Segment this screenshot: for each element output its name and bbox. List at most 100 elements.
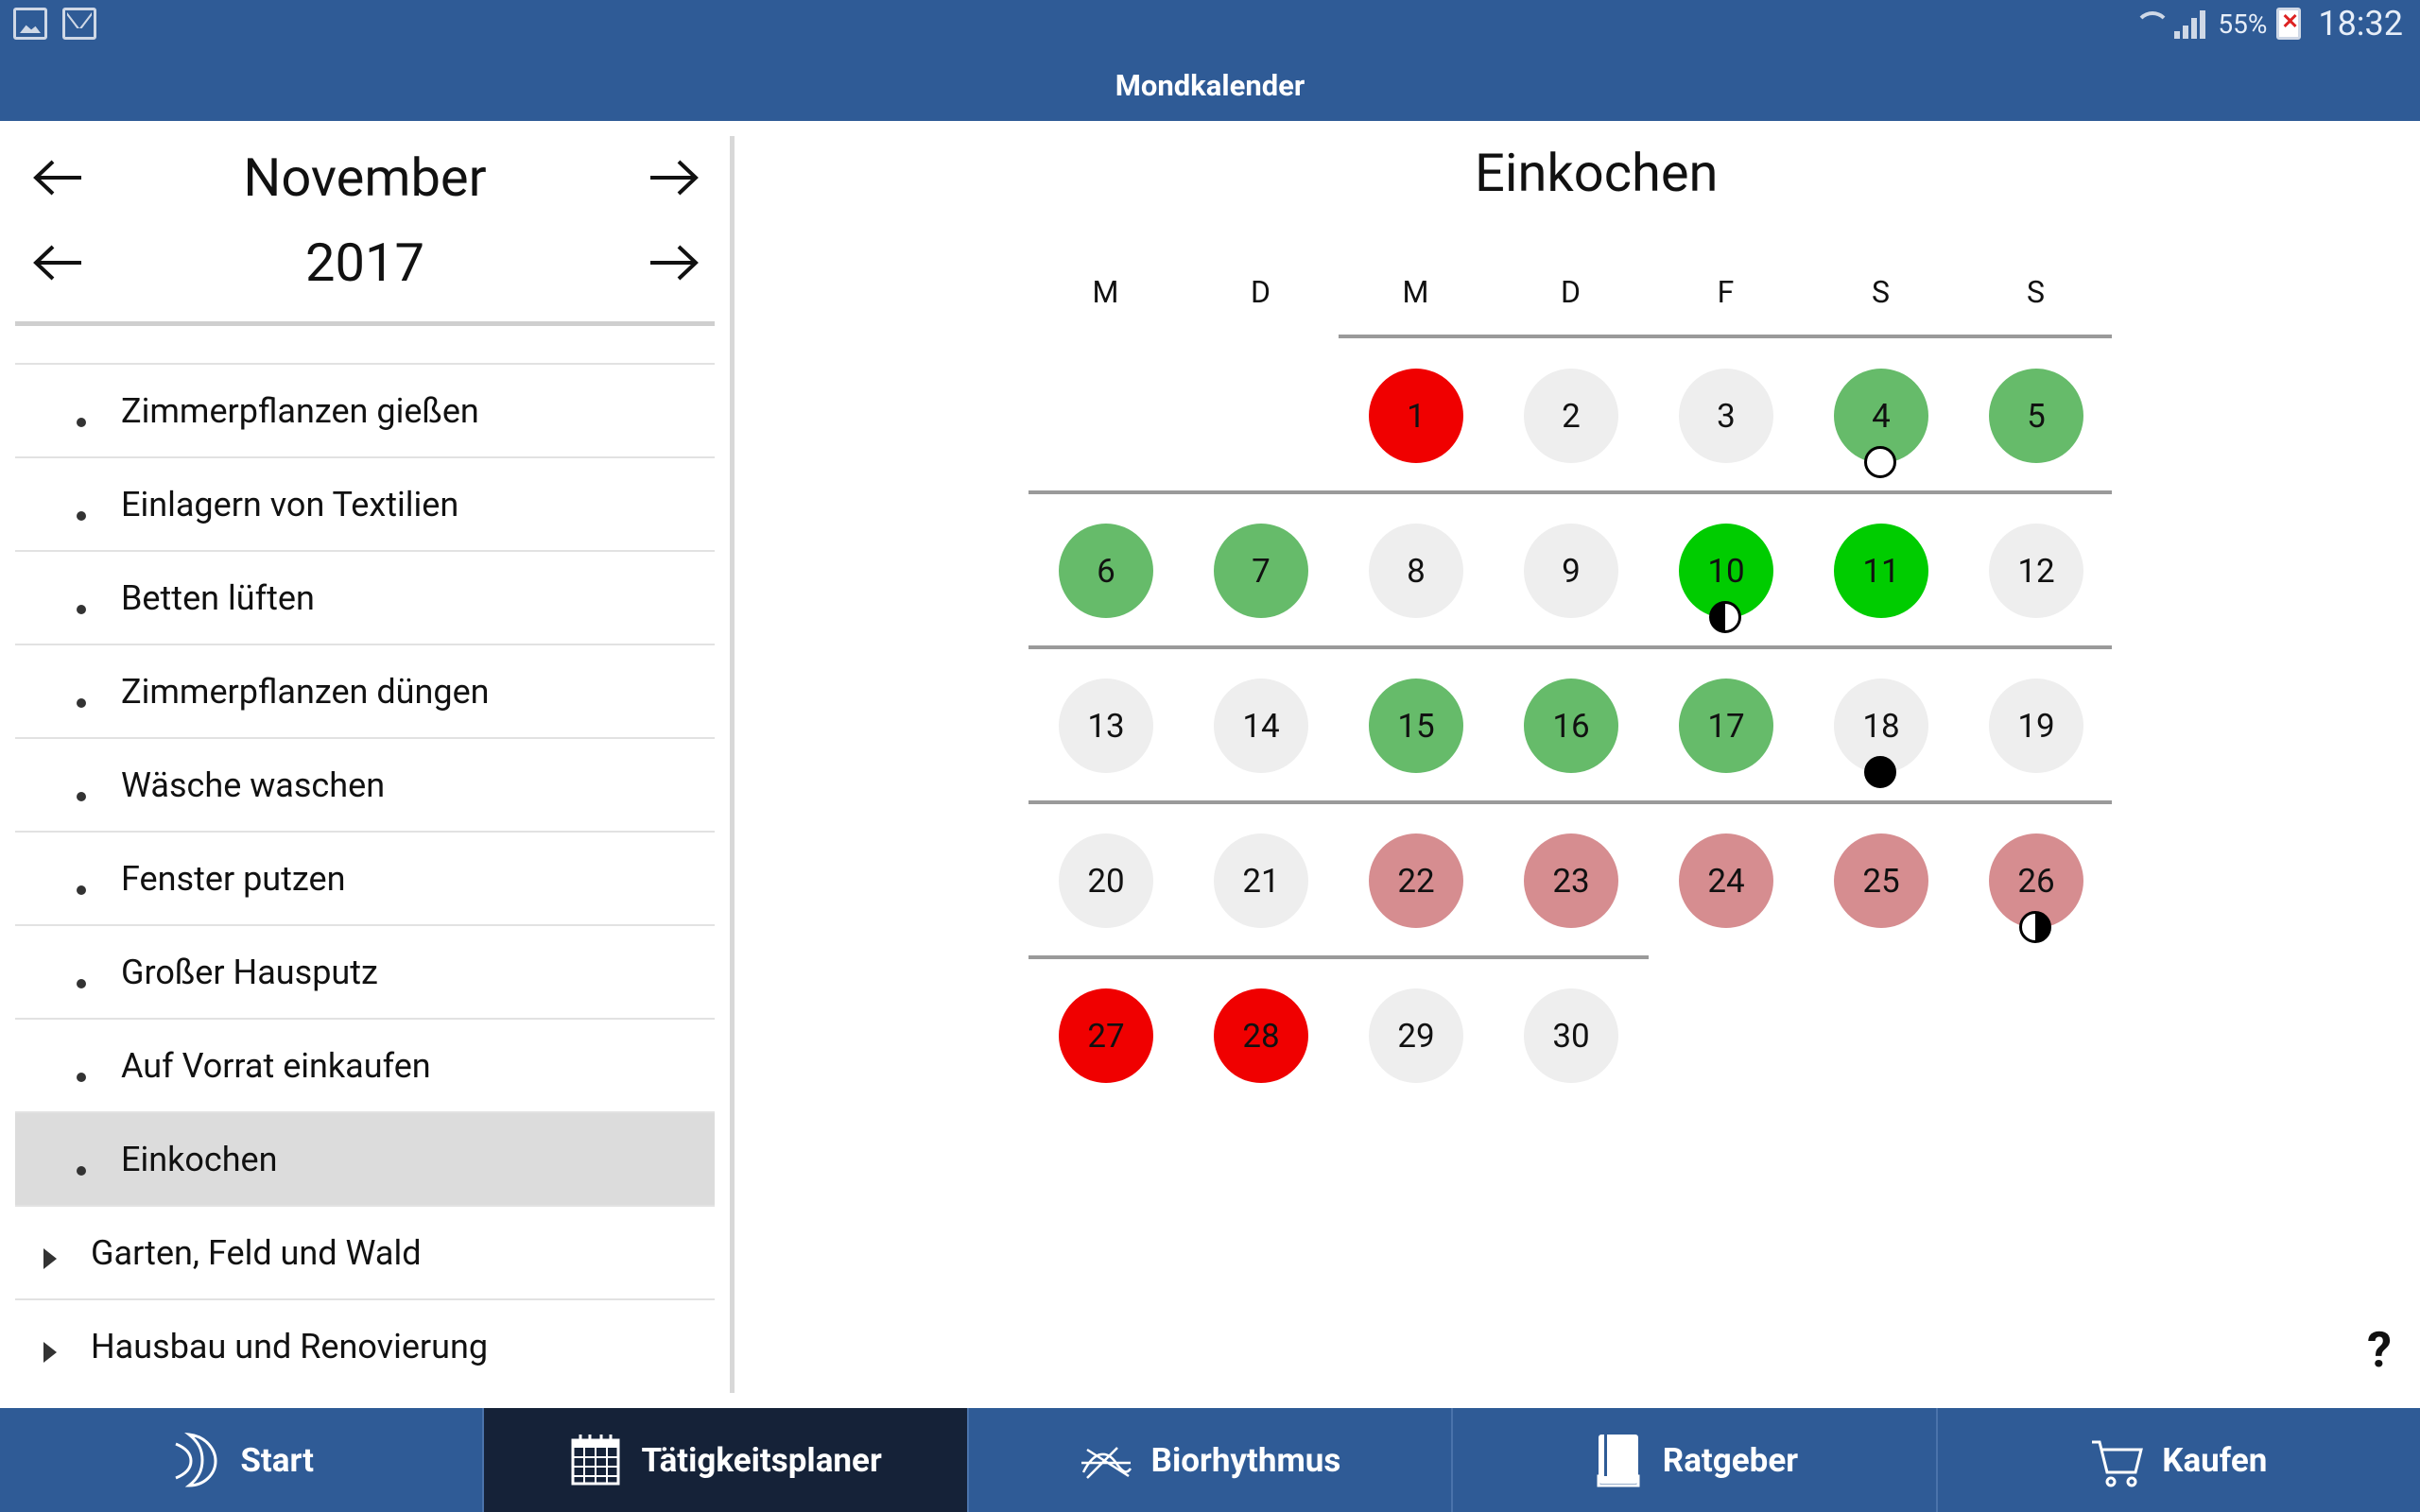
weekday-label: D <box>1251 274 1270 310</box>
app-title: Mondkalender <box>1115 67 1305 103</box>
previous-month-arrow-icon[interactable] <box>32 159 85 197</box>
panel-divider <box>730 136 735 1393</box>
expand-triangle-icon <box>43 1342 57 1363</box>
bottom-navigation: Start Tätigkeitsplaner Biorhythmus Ratge… <box>0 1408 2420 1512</box>
calendar-day[interactable]: 16 <box>1524 679 1618 773</box>
list-item[interactable]: Auf Vorrat einkaufen <box>15 1018 715 1111</box>
year-navigator: 2017 <box>15 221 715 304</box>
week-divider <box>1028 490 2112 494</box>
list-item-selected[interactable]: Einkochen <box>15 1111 715 1205</box>
week-divider <box>1028 645 2112 649</box>
calendar-day[interactable]: 15 <box>1369 679 1463 773</box>
calendar-day[interactable]: 1 <box>1369 369 1463 463</box>
list-item[interactable]: Wäsche waschen <box>15 737 715 831</box>
last-quarter-moon-icon <box>1709 601 1741 633</box>
calendar-day[interactable]: 9 <box>1524 524 1618 618</box>
calendar-title: Einkochen <box>1475 142 1719 204</box>
full-moon-icon <box>1864 446 1896 478</box>
calendar-day[interactable]: 21 <box>1214 833 1308 928</box>
calendar-icon <box>571 1435 620 1486</box>
calendar-day[interactable]: 12 <box>1989 524 2083 618</box>
biorhythm-chart-icon <box>1080 1447 1132 1479</box>
weekday-label: S <box>2027 274 2045 310</box>
calendar-day[interactable]: 28 <box>1214 988 1308 1083</box>
clock: 18:32 <box>2318 4 2403 43</box>
mail-notification-icon <box>62 8 96 40</box>
weekday-label: M <box>1092 274 1119 310</box>
tab-start[interactable]: Start <box>0 1408 485 1512</box>
weekday-label: M <box>1402 274 1429 310</box>
navigator-divider <box>15 321 715 326</box>
month-navigator: November <box>15 136 715 219</box>
calendar-day[interactable]: 30 <box>1524 988 1618 1083</box>
calendar-day[interactable]: 14 <box>1214 679 1308 773</box>
calendar-day[interactable]: 5 <box>1989 369 2083 463</box>
bullet-icon <box>77 792 86 801</box>
bullet-icon <box>77 1166 86 1176</box>
moon-phase-icon <box>175 1432 217 1487</box>
bullet-icon <box>77 979 86 988</box>
calendar-day[interactable]: 13 <box>1059 679 1153 773</box>
tab-biorhythmus[interactable]: Biorhythmus <box>969 1408 1454 1512</box>
battery-icon <box>2276 8 2302 40</box>
calendar-day[interactable]: 23 <box>1524 833 1618 928</box>
calendar-day[interactable]: 4 <box>1834 369 1928 463</box>
calendar-day[interactable]: 20 <box>1059 833 1153 928</box>
calendar-day[interactable]: 17 <box>1679 679 1773 773</box>
list-item[interactable]: Zimmerpflanzen gießen <box>15 363 715 456</box>
tab-taetigkeitsplaner[interactable]: Tätigkeitsplaner <box>484 1408 969 1512</box>
tab-label: Biorhythmus <box>1150 1440 1341 1480</box>
bullet-icon <box>77 511 86 521</box>
first-quarter-moon-icon <box>2019 911 2051 943</box>
bullet-icon <box>77 698 86 708</box>
help-button[interactable]: ? <box>2367 1321 2392 1379</box>
expand-triangle-icon <box>43 1248 57 1269</box>
calendar-day[interactable]: 24 <box>1679 833 1773 928</box>
next-year-arrow-icon[interactable] <box>647 244 700 282</box>
list-item[interactable]: Zimmerpflanzen düngen <box>15 644 715 737</box>
tab-label: Start <box>240 1440 315 1480</box>
tab-kaufen[interactable]: Kaufen <box>1938 1408 2420 1512</box>
calendar-day[interactable]: 8 <box>1369 524 1463 618</box>
battery-percent: 55% <box>2218 8 2268 40</box>
tab-ratgeber[interactable]: Ratgeber <box>1453 1408 1938 1512</box>
calendar-day[interactable]: 27 <box>1059 988 1153 1083</box>
calendar-day[interactable]: 2 <box>1524 369 1618 463</box>
bullet-icon <box>77 605 86 614</box>
weekday-label: S <box>1872 274 1890 310</box>
shopping-cart-icon <box>2092 1440 2144 1487</box>
list-item[interactable]: Betten lüften <box>15 550 715 644</box>
category-item[interactable]: Garten, Feld und Wald <box>15 1205 715 1298</box>
tab-label: Tätigkeitsplaner <box>641 1440 882 1480</box>
calendar-day[interactable]: 7 <box>1214 524 1308 618</box>
calendar-day[interactable]: 18 <box>1834 679 1928 773</box>
bullet-icon <box>77 418 86 427</box>
next-month-arrow-icon[interactable] <box>647 159 700 197</box>
year-label: 2017 <box>305 232 424 294</box>
calendar-day[interactable]: 22 <box>1369 833 1463 928</box>
new-moon-icon <box>1864 756 1896 788</box>
previous-year-arrow-icon[interactable] <box>32 244 85 282</box>
signal-icon <box>2174 9 2208 39</box>
list-item[interactable]: Großer Hausputz <box>15 924 715 1018</box>
calendar-day[interactable]: 19 <box>1989 679 2083 773</box>
list-item[interactable]: Einlagern von Textilien <box>15 456 715 550</box>
app-bar: Mondkalender <box>0 49 2420 121</box>
calendar-day[interactable]: 25 <box>1834 833 1928 928</box>
left-panel: November 2017 Zimmerpflanzen gießen Einl… <box>15 121 715 1408</box>
list-item[interactable]: Fenster putzen <box>15 831 715 924</box>
calendar-day[interactable]: 29 <box>1369 988 1463 1083</box>
category-item[interactable]: Hausbau und Renovierung <box>15 1298 715 1392</box>
calendar-day[interactable]: 11 <box>1834 524 1928 618</box>
week-divider <box>1028 955 1649 959</box>
activity-list: Zimmerpflanzen gießen Einlagern von Text… <box>15 363 715 1392</box>
tab-label: Ratgeber <box>1662 1440 1799 1480</box>
tab-label: Kaufen <box>2162 1440 2268 1480</box>
calendar-day[interactable]: 3 <box>1679 369 1773 463</box>
bullet-icon <box>77 1073 86 1082</box>
status-bar: 55% 18:32 <box>0 0 2420 49</box>
gallery-notification-icon <box>13 8 47 40</box>
week-divider <box>1028 800 2112 804</box>
week-divider <box>1339 335 2112 338</box>
calendar-day[interactable]: 6 <box>1059 524 1153 618</box>
